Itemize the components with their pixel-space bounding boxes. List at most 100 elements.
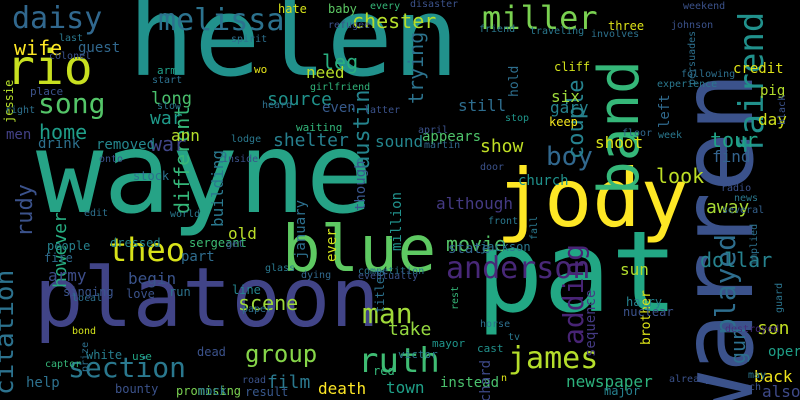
cloud-word-james: james <box>508 341 599 376</box>
cloud-word-wife: wife <box>14 36 63 60</box>
cloud-word-rudy: rudy <box>13 184 38 237</box>
cloud-word-jody: jody <box>496 152 689 245</box>
cloud-word-away: away <box>706 197 750 218</box>
cloud-word-movie: movie <box>446 232 507 256</box>
cloud-word-road: road <box>242 375 267 386</box>
cloud-word-rest: rest <box>450 285 461 310</box>
cloud-word-shelter: shelter <box>273 130 349 151</box>
cloud-word-sergeant: sergeant <box>189 236 247 250</box>
cloud-word-gary: gary <box>550 98 589 117</box>
cloud-word-local: local <box>72 293 103 304</box>
cloud-word-line: line <box>232 283 261 297</box>
cloud-word-n: n <box>501 373 508 384</box>
cloud-word-day: day <box>758 110 787 129</box>
cloud-word-ruth: ruth <box>358 341 440 381</box>
cloud-word-church: church <box>518 173 569 189</box>
cloud-word-hate: hate <box>278 2 307 16</box>
cloud-word-use: use <box>132 350 152 363</box>
cloud-word-group: group <box>245 340 318 368</box>
cloud-word-last: last <box>59 33 84 44</box>
cloud-word-left: left <box>657 94 673 128</box>
cloud-word-waiting: waiting <box>296 121 343 134</box>
cloud-word-help: help <box>26 375 60 391</box>
cloud-word-dying: dying <box>301 270 332 281</box>
cloud-word-sound: sound <box>375 132 424 151</box>
cloud-word-part: part <box>181 249 215 265</box>
cloud-word-captor: captor <box>45 359 82 370</box>
cloud-word-dressed: dressed <box>110 236 161 250</box>
cloud-word-leg: leg <box>322 50 359 74</box>
cloud-word-spirit: spirit <box>231 34 268 45</box>
cloud-word-several: several <box>722 205 765 216</box>
cloud-word-show: show <box>480 136 524 157</box>
cloud-word-appears: appears <box>422 129 482 145</box>
cloud-word-floor: floor <box>622 128 653 139</box>
cloud-word-radio: radio <box>721 183 752 194</box>
cloud-word-nuclear: nuclear <box>623 305 674 319</box>
cloud-word-film: film <box>267 372 311 393</box>
cloud-word-involves: involves <box>591 29 640 40</box>
cloud-word-scene: scene <box>238 291 299 315</box>
cloud-word-world: world <box>170 209 201 220</box>
cloud-word-start: start <box>152 75 183 86</box>
cloud-word-place: place <box>30 85 64 98</box>
cloud-word-chester: chester <box>352 9 437 33</box>
cloud-word-pig: pig <box>760 83 786 99</box>
cloud-word-shoot: shoot <box>595 133 644 152</box>
cloud-word-experience: experience <box>657 79 718 90</box>
cloud-word-girlfriend: girlfriend <box>310 82 371 93</box>
cloud-word-citation: citation <box>0 269 20 395</box>
cloud-word-dead: dead <box>197 345 226 359</box>
cloud-word-old: old <box>228 224 257 243</box>
cloud-word-weekend: weekend <box>683 1 726 12</box>
cloud-word-back: back <box>754 367 793 386</box>
cloud-word-stock: stock <box>133 169 170 183</box>
cloud-word-latter: latter <box>364 105 401 116</box>
cloud-word-lodge: lodge <box>231 134 262 145</box>
cloud-word-platoon: platoon <box>34 251 380 346</box>
cloud-word-love: love <box>126 287 155 301</box>
cloud-word-blue: blue <box>282 213 437 287</box>
cloud-word-ever: ever <box>324 228 340 262</box>
cloud-word-jackson: jackson <box>480 240 531 254</box>
cloud-word-though: though <box>353 160 369 211</box>
cloud-word-man: man <box>362 297 413 330</box>
cloud-word-arm: arm <box>157 64 177 77</box>
cloud-word-stop: stop <box>505 113 530 124</box>
cloud-word-army: army <box>48 266 87 285</box>
cloud-word-get: get <box>226 239 245 250</box>
cloud-word-trying: trying <box>404 31 428 104</box>
cloud-word-promising: promising <box>176 384 242 398</box>
cloud-word-pat: pat <box>476 208 679 338</box>
cloud-word-million: million <box>389 191 405 251</box>
cloud-word-tv: tv <box>508 332 521 343</box>
cloud-word-melissa: melissa <box>158 3 285 38</box>
cloud-word-mock: mock <box>198 384 227 398</box>
cloud-word-slow: slow <box>157 101 182 112</box>
cloud-word-boy: boy <box>546 142 593 172</box>
cloud-word-anderson: anderson <box>446 251 591 286</box>
cloud-word-death: death <box>318 379 367 398</box>
cloud-word-six: six <box>551 87 580 106</box>
cloud-word-paper: paper <box>242 304 273 315</box>
cloud-word-fall: fall <box>529 215 540 240</box>
cloud-word-implied: implied <box>749 223 760 266</box>
cloud-word-run: run <box>169 285 191 299</box>
cloud-word-ann: ann <box>171 126 200 145</box>
cloud-word-begin: begin <box>128 269 177 288</box>
cloud-word-january: january <box>293 199 309 259</box>
cloud-word-song: song <box>38 87 106 120</box>
cloud-word-bounty: bounty <box>115 382 159 396</box>
cloud-word-richard: richard <box>478 359 494 400</box>
cloud-word-martin: martin <box>424 140 461 151</box>
cloud-word-credit: credit <box>733 61 784 77</box>
cloud-word-johnson: johnson <box>671 20 714 31</box>
cloud-word-take: take <box>388 319 432 340</box>
cloud-word-cliff: cliff <box>554 60 591 74</box>
cloud-word-red: red <box>373 364 395 378</box>
cloud-word-state: state <box>448 241 491 257</box>
cloud-word-eventually: eventually <box>358 271 419 282</box>
cloud-word-much: much <box>737 382 762 393</box>
cloud-word-front: front <box>488 216 519 227</box>
cloud-word-keep: keep <box>549 115 578 129</box>
